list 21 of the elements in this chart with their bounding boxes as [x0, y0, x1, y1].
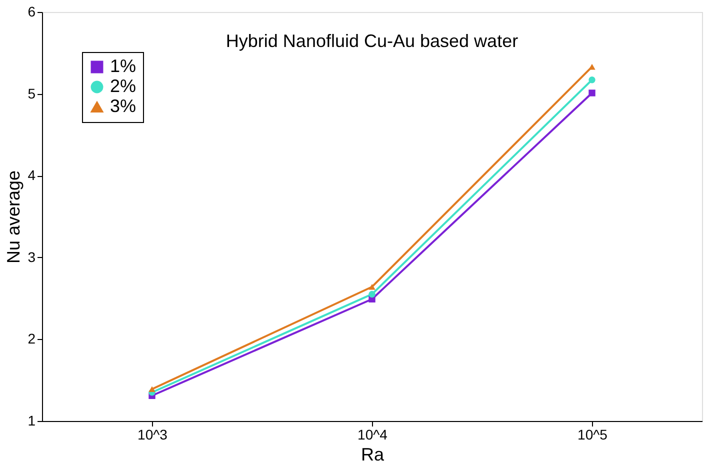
- legend-label: 2%: [110, 76, 136, 96]
- text: Hybrid Nanofluid Cu-Au based water: [226, 31, 518, 51]
- x-tick-label: 10^5: [578, 426, 608, 442]
- x-tick-label: 10^4: [358, 426, 388, 442]
- y-tick-label: 1: [28, 412, 36, 428]
- point: [588, 76, 596, 84]
- y-tick-label: 4: [28, 167, 36, 184]
- y-axis-title: Nu average: [4, 170, 24, 264]
- point: [148, 386, 156, 392]
- point: [588, 90, 596, 96]
- point: [368, 290, 376, 298]
- point: [588, 64, 596, 70]
- y-tick-label: 3: [28, 248, 36, 265]
- x-tick-label: 10^3: [138, 426, 168, 442]
- legend-label: 1%: [110, 56, 136, 76]
- legend-label: 3%: [110, 96, 136, 116]
- y-tick-label: 2: [28, 330, 36, 347]
- y-tick-label: 5: [28, 85, 36, 102]
- x-axis-title: Ra: [360, 444, 385, 464]
- point: [368, 284, 376, 290]
- y-tick-label: 6: [28, 4, 36, 20]
